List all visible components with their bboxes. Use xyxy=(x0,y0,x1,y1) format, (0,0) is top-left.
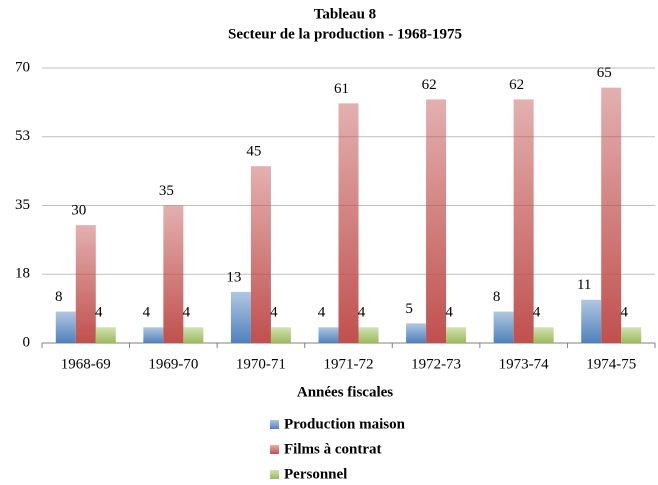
x-axis-title: Années fiscales xyxy=(297,384,393,400)
bar xyxy=(318,327,339,343)
data-label: 4 xyxy=(445,305,453,321)
bar xyxy=(95,327,116,343)
data-label: 65 xyxy=(597,65,612,81)
bar xyxy=(513,99,534,343)
x-tick-label: 1971-72 xyxy=(324,356,374,372)
y-tick-label: 35 xyxy=(15,197,30,213)
bar xyxy=(250,166,271,343)
bar xyxy=(338,103,359,343)
y-tick-label: 0 xyxy=(23,334,31,350)
x-tick-label: 1968-69 xyxy=(61,356,111,372)
data-label: 8 xyxy=(55,289,63,305)
data-label: 4 xyxy=(270,305,278,321)
bar xyxy=(533,327,554,343)
chart-subtitle: Secteur de la production - 1968-1975 xyxy=(228,26,462,42)
legend-label: Production maison xyxy=(284,416,406,432)
legend-swatch xyxy=(270,445,279,454)
data-label: 13 xyxy=(226,269,241,285)
bar xyxy=(270,327,291,343)
data-label: 11 xyxy=(577,277,591,293)
y-tick-label: 18 xyxy=(15,266,30,282)
bar xyxy=(75,225,96,343)
bar xyxy=(183,327,204,343)
bar xyxy=(406,323,427,343)
data-label: 30 xyxy=(71,203,86,219)
x-tick-label: 1972-73 xyxy=(411,356,461,372)
x-tick-label: 1974-75 xyxy=(586,356,636,372)
legend-swatch xyxy=(270,420,279,429)
data-label: 62 xyxy=(422,77,437,93)
x-tick-label: 1969-70 xyxy=(148,356,198,372)
bar xyxy=(358,327,379,343)
legend-swatch xyxy=(270,470,279,479)
bar xyxy=(55,311,76,343)
data-label: 4 xyxy=(143,305,151,321)
bar xyxy=(426,99,447,343)
bar xyxy=(621,327,642,343)
data-label: 4 xyxy=(318,305,326,321)
data-label: 4 xyxy=(183,305,191,321)
data-label: 45 xyxy=(246,144,261,160)
bar xyxy=(493,311,514,343)
y-tick-label: 70 xyxy=(15,59,30,75)
bar xyxy=(581,299,602,343)
bar xyxy=(230,291,251,343)
bar xyxy=(143,327,164,343)
data-label: 62 xyxy=(509,77,524,93)
bar xyxy=(446,327,467,343)
bar xyxy=(601,87,622,344)
data-label: 8 xyxy=(493,289,501,305)
y-tick-label: 53 xyxy=(15,128,30,144)
data-label: 5 xyxy=(405,301,413,317)
data-label: 4 xyxy=(620,305,628,321)
data-label: 4 xyxy=(533,305,541,321)
chart-title: Tableau 8 xyxy=(314,6,376,22)
x-tick-label: 1973-74 xyxy=(499,356,549,372)
legend-label: Personnel xyxy=(284,466,347,482)
data-label: 61 xyxy=(334,81,349,97)
data-label: 4 xyxy=(95,305,103,321)
x-tick-label: 1970-71 xyxy=(236,356,286,372)
data-label: 35 xyxy=(159,183,174,199)
data-label: 4 xyxy=(358,305,366,321)
legend-label: Films à contrat xyxy=(284,441,381,457)
bar xyxy=(163,205,184,343)
